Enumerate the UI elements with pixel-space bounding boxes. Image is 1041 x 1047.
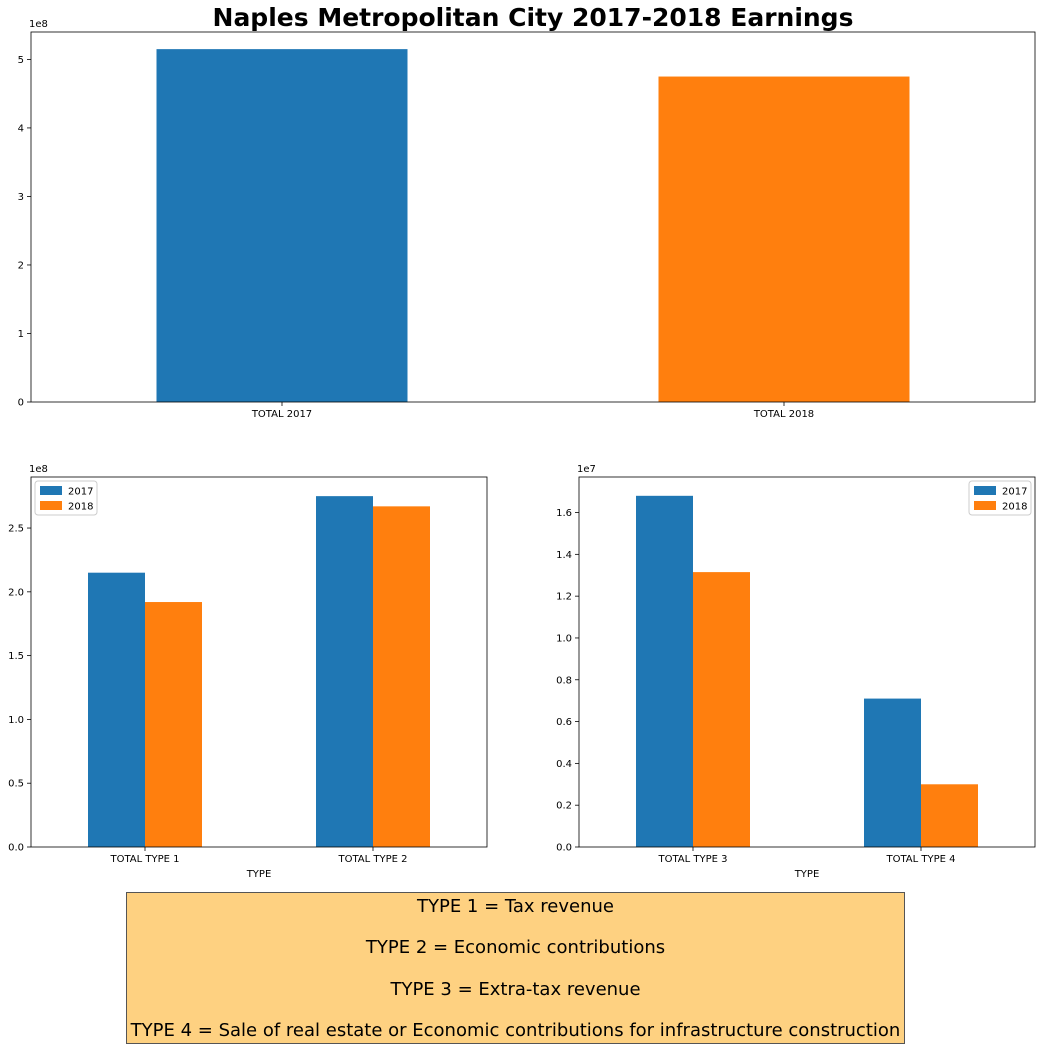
- figure-title: Naples Metropolitan City 2017-2018 Earni…: [213, 3, 854, 32]
- x-tick-label: TOTAL TYPE 4: [885, 854, 955, 865]
- type-note-4: TYPE 4 = Sale of real estate or Economic…: [130, 1020, 901, 1041]
- bar-2017-total-type-3: [636, 495, 693, 847]
- chart-total-earnings: 0 1 2 3 4 5 1e8 TOTAL 2017 TOTAL 2018: [18, 19, 1036, 420]
- bar-2017-total-type-4: [864, 698, 921, 847]
- y-tick-label: 2: [18, 260, 24, 271]
- bar-2018-total-type-2: [373, 506, 430, 847]
- legend-label-2018: 2018: [1002, 502, 1027, 513]
- y-offset-label: 1e7: [577, 464, 596, 475]
- y-tick-label: 4: [18, 123, 24, 134]
- y-tick-label: 2.0: [8, 587, 24, 598]
- y-tick-label: 1.4: [556, 550, 572, 561]
- axes-frame: [30, 31, 1036, 403]
- type-note-2: TYPE 2 = Economic contributions: [365, 937, 666, 958]
- y-tick-label: 1.0: [8, 715, 24, 726]
- bar-2018-total-type-4: [921, 784, 978, 847]
- x-tick-label: TOTAL TYPE 3: [657, 854, 727, 865]
- x-tick-label: TOTAL 2018: [753, 409, 814, 420]
- legend-swatch-2018: [974, 501, 996, 510]
- chart-type-3-4: 0.0 0.2 0.4 0.6 0.8 1.0 1.2 1.4 1.6 1e7 TOTAL TYPE…: [556, 464, 1036, 880]
- y-tick-label: 1.5: [8, 651, 24, 662]
- y-offset-label: 1e8: [29, 19, 48, 30]
- type-note-1: TYPE 1 = Tax revenue: [416, 896, 615, 917]
- y-tick-label: 1.6: [556, 508, 572, 519]
- y-tick-label: 1: [18, 329, 24, 340]
- y-tick-label: 0.2: [556, 801, 572, 812]
- x-tick-label: TOTAL TYPE 1: [109, 854, 179, 865]
- y-tick-label: 5: [18, 55, 24, 66]
- y-tick-label: 0.8: [556, 675, 572, 686]
- x-tick-label: TOTAL TYPE 2: [337, 854, 407, 865]
- y-tick-label: 0.6: [556, 717, 572, 728]
- axes-frame: [578, 476, 1036, 848]
- y-offset-label: 1e8: [29, 464, 48, 475]
- y-tick-label: 2.5: [8, 524, 24, 535]
- chart-legend: 2017 2018: [34, 480, 98, 516]
- y-tick-label: 1.2: [556, 592, 572, 603]
- y-tick-label: 0: [18, 398, 24, 409]
- legend-swatch-2017: [40, 486, 62, 495]
- type-definitions-box: TYPE 1 = Tax revenue TYPE 2 = Economic c…: [126, 892, 905, 1044]
- chart-type-1-2: 0.0 0.5 1.0 1.5 2.0 2.5 1e8 TOTAL TYPE 1 TOTAL T…: [8, 464, 488, 880]
- bar-2017-total-type-2: [316, 496, 373, 847]
- y-tick-label: 0.0: [556, 843, 572, 854]
- chart-legend: 2017 2018: [968, 480, 1032, 516]
- bar-2018-total-type-3: [693, 572, 750, 847]
- x-axis-label: TYPE: [794, 869, 820, 880]
- y-tick-label: 0.5: [8, 779, 24, 790]
- type-note-3: TYPE 3 = Extra-tax revenue: [390, 979, 641, 1000]
- x-axis-label: TYPE: [246, 869, 272, 880]
- y-tick-label: 1.0: [556, 633, 572, 644]
- axes-frame: [30, 476, 488, 848]
- legend-label-2018: 2018: [68, 502, 93, 513]
- legend-label-2017: 2017: [1002, 487, 1027, 498]
- bar-2018-total-type-1: [145, 602, 202, 847]
- y-tick-label: 0.0: [8, 843, 24, 854]
- bar-total-2017: [156, 49, 408, 402]
- bar-2017-total-type-1: [88, 572, 145, 847]
- y-tick-label: 3: [18, 192, 24, 203]
- x-tick-label: TOTAL 2017: [251, 409, 312, 420]
- bar-total-2018: [658, 76, 910, 402]
- legend-swatch-2017: [974, 486, 996, 495]
- y-tick-label: 0.4: [556, 759, 572, 770]
- legend-label-2017: 2017: [68, 487, 93, 498]
- legend-swatch-2018: [40, 501, 62, 510]
